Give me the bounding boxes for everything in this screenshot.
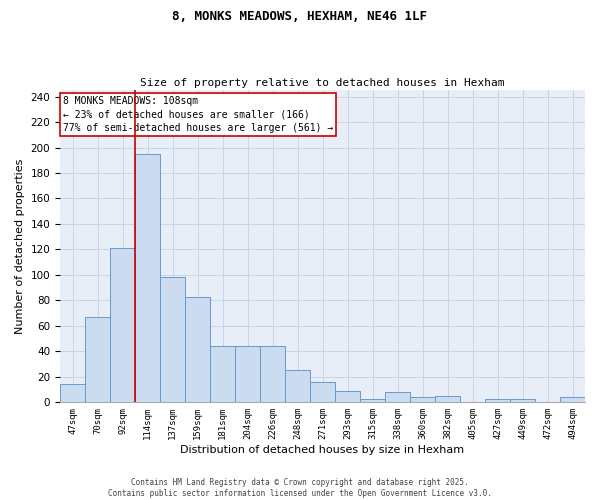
Title: Size of property relative to detached houses in Hexham: Size of property relative to detached ho…	[140, 78, 505, 88]
Text: 8, MONKS MEADOWS, HEXHAM, NE46 1LF: 8, MONKS MEADOWS, HEXHAM, NE46 1LF	[173, 10, 427, 23]
Bar	[235, 346, 260, 403]
Bar	[410, 397, 435, 402]
Bar	[510, 398, 535, 402]
Bar	[185, 296, 210, 403]
Bar	[385, 392, 410, 402]
Text: Contains HM Land Registry data © Crown copyright and database right 2025.
Contai: Contains HM Land Registry data © Crown c…	[108, 478, 492, 498]
Bar	[260, 346, 285, 403]
Bar	[135, 154, 160, 402]
Bar	[285, 370, 310, 402]
Bar	[560, 397, 585, 402]
X-axis label: Distribution of detached houses by size in Hexham: Distribution of detached houses by size …	[181, 445, 464, 455]
Bar	[360, 398, 385, 402]
Bar	[310, 382, 335, 402]
Bar	[210, 346, 235, 403]
Bar	[485, 398, 510, 402]
Bar	[110, 248, 135, 402]
Bar	[335, 391, 360, 402]
Bar	[60, 384, 85, 402]
Y-axis label: Number of detached properties: Number of detached properties	[15, 158, 25, 334]
Bar	[435, 396, 460, 402]
Bar	[160, 278, 185, 402]
Text: 8 MONKS MEADOWS: 108sqm
← 23% of detached houses are smaller (166)
77% of semi-d: 8 MONKS MEADOWS: 108sqm ← 23% of detache…	[62, 96, 333, 133]
Bar	[85, 317, 110, 402]
